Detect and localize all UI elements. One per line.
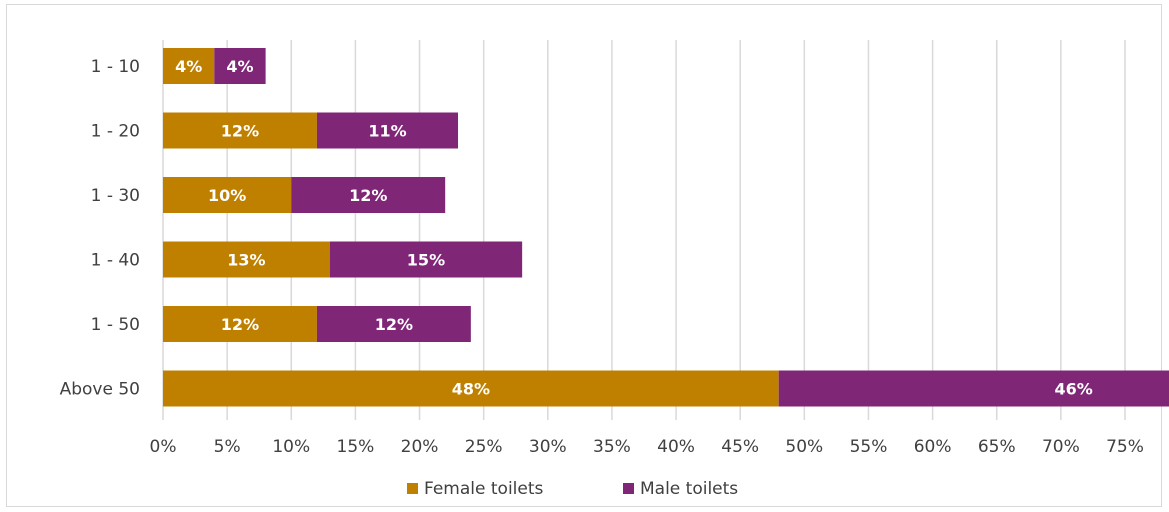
x-tick-label: 30%: [529, 437, 567, 457]
x-tick-label: 0%: [150, 437, 177, 457]
x-tick-label: 35%: [593, 437, 631, 457]
x-tick-label: 10%: [272, 437, 310, 457]
bar-segment: [778, 370, 1169, 407]
bar-segment: [329, 241, 523, 278]
bar-segment: [316, 112, 459, 149]
data-label: 12%: [221, 122, 259, 141]
category-label: 1 - 50: [91, 315, 140, 335]
data-label: 46%: [1055, 380, 1093, 399]
category-label: 1 - 30: [91, 186, 140, 206]
data-label: 10%: [208, 186, 246, 205]
category-labels: 1 - 10 1 - 20 1 - 30 1 - 40 1 - 50 Above 50: [60, 57, 140, 400]
legend-label: Male toilets: [640, 479, 738, 499]
x-tick-label: 70%: [1042, 437, 1080, 457]
x-tick-label: 65%: [978, 437, 1016, 457]
legend-swatch: [623, 483, 634, 494]
tick-labels: 0% 5% 10% 15% 20% 25% 30% 35% 40% 45% 50% 55% 60% 65%…: [150, 437, 1144, 457]
category-label: Above 50: [60, 380, 140, 400]
data-label: 11%: [368, 122, 406, 141]
x-tick-label: 5%: [214, 437, 241, 457]
x-tick-label: 55%: [850, 437, 888, 457]
x-tick-label: 75%: [1106, 437, 1144, 457]
legend: Female toilets Male toilets: [407, 479, 738, 499]
category-label: 1 - 10: [91, 57, 140, 77]
bar-segment: [291, 177, 446, 213]
bar-segment: [316, 306, 471, 342]
gridlines: [162, 40, 1126, 420]
x-tick-label: 50%: [785, 437, 823, 457]
bars: 4% 4% 12% 11% 10% 12% 13% 15% 12% 12% 48% 46%: [163, 48, 1169, 407]
bar-segment: [163, 241, 330, 278]
bar-segment: [163, 177, 292, 213]
bar-segment: [163, 370, 779, 407]
category-label: 1 - 40: [91, 251, 140, 271]
data-label: 12%: [349, 186, 387, 205]
category-label: 1 - 20: [91, 122, 140, 142]
data-label: 4%: [175, 57, 202, 76]
bar-segment: [163, 48, 215, 84]
bar-segment: [163, 306, 317, 342]
data-label: 4%: [226, 57, 253, 76]
bar-segment: [214, 48, 266, 84]
legend-swatch: [407, 483, 418, 494]
x-tick-label: 45%: [721, 437, 759, 457]
bar-segment: [163, 112, 317, 149]
x-tick-label: 15%: [337, 437, 375, 457]
data-label: 48%: [452, 380, 490, 399]
legend-label: Female toilets: [424, 479, 544, 499]
x-tick-label: 60%: [914, 437, 952, 457]
data-label: 12%: [375, 315, 413, 334]
data-label: 12%: [221, 315, 259, 334]
data-label: 15%: [407, 251, 445, 270]
x-tick-label: 40%: [657, 437, 695, 457]
data-label: 13%: [227, 251, 265, 270]
x-tick-label: 20%: [401, 437, 439, 457]
x-tick-label: 25%: [465, 437, 503, 457]
